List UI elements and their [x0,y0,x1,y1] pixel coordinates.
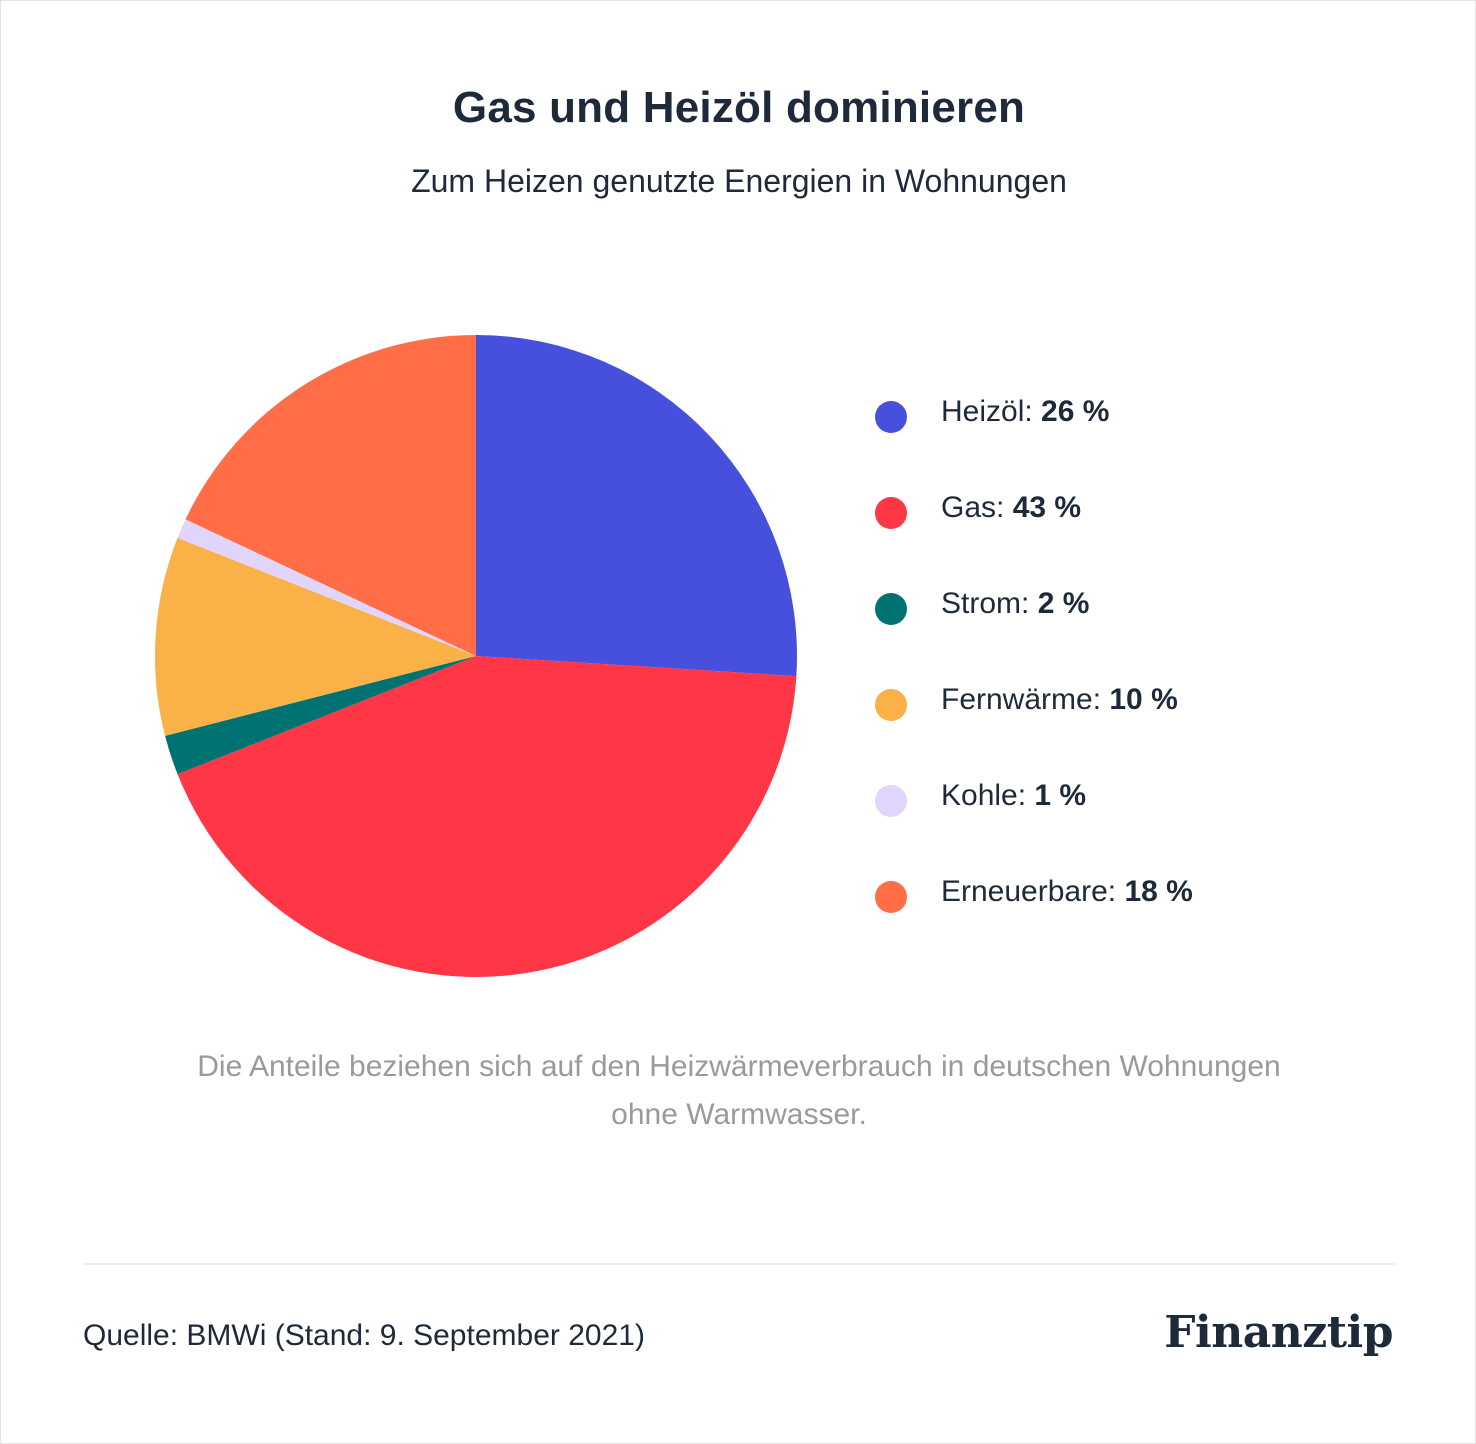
legend-swatch-icon [875,881,907,913]
legend-value: 10 % [1109,683,1178,716]
legend-separator: : [1021,587,1038,620]
legend-value: 1 % [1034,779,1087,812]
legend-label: Strom [941,587,1022,620]
legend-text: Heizöl: 26 % [941,395,1109,429]
legend-value: 26 % [1041,395,1110,428]
legend-label: Kohle [941,779,1018,812]
legend-separator: : [1092,683,1110,716]
legend-separator: : [996,491,1013,524]
legend-text: Fernwärme: 10 % [941,683,1178,717]
pie-slice-heizöl [476,335,797,677]
chart-subtitle: Zum Heizen genutzte Energien in Wohnunge… [411,163,1067,199]
pie-slice-strom [165,656,476,775]
brand-logo: Finanztip [1164,1307,1393,1358]
legend-text: Kohle: 1 % [941,779,1086,813]
legend-separator: : [1107,875,1125,908]
legend-text: Strom: 2 % [941,587,1089,621]
legend-swatch-icon [875,497,907,529]
footer-divider [83,1263,1395,1265]
legend-value: 43 % [1012,491,1082,524]
legend-separator: : [1017,779,1035,812]
pie-slice-fernwärme [155,537,476,736]
legend-separator: : [1024,395,1042,428]
legend-label: Heizöl [941,395,1025,428]
legend-label: Erneuerbare [941,875,1108,908]
legend-swatch-icon [875,689,907,721]
legend-label: Gas [941,491,997,524]
legend-swatch-icon [875,401,907,433]
chart-title: Gas und Heizöl dominieren [452,83,1026,132]
legend-text: Gas: 43 % [941,491,1081,525]
legend-value: 18 % [1124,875,1193,908]
chart-footnote: Die Anteile beziehen sich auf den Heizwä… [197,1050,1281,1131]
source-note: Quelle: BMWi (Stand: 9. September 2021) [83,1319,645,1352]
legend-label: Fernwärme [941,683,1093,716]
pie-chart [155,335,797,978]
pie-slice-kohle [177,519,476,656]
pie-slice-erneuerbare [185,335,476,656]
legend-swatch-icon [875,593,907,625]
legend-value: 2 % [1037,587,1090,620]
legend-swatch-icon [875,785,907,817]
pie-slice-gas [177,656,797,978]
legend-text: Erneuerbare: 18 % [941,875,1193,909]
